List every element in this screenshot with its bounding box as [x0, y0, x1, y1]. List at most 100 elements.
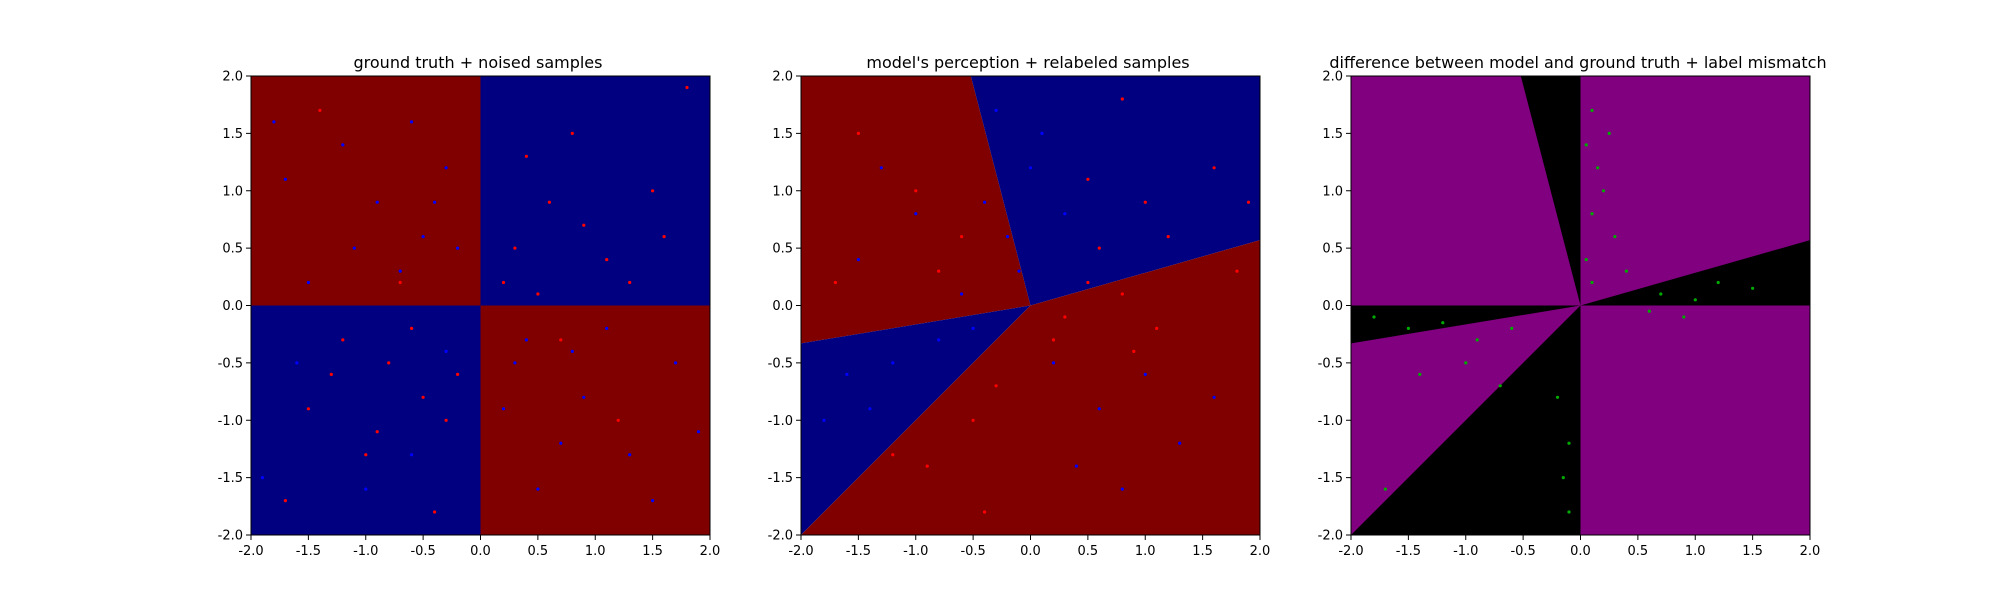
- point-s2-7: [971, 418, 975, 422]
- region-3: [251, 305, 481, 535]
- point-s1-1: [983, 200, 987, 204]
- x-tick-label: -0.5: [1510, 544, 1535, 559]
- point-s2-20: [937, 269, 941, 273]
- point-s1-16: [1751, 286, 1755, 290]
- subplot-1-title: ground truth + noised samples: [354, 53, 603, 72]
- point-s1-26: [410, 453, 414, 457]
- y-tick-label: 0.0: [222, 299, 243, 314]
- point-s1-4: [1040, 131, 1044, 135]
- x-tick-label: 0.0: [470, 544, 491, 559]
- point-s1-6: [1613, 235, 1617, 239]
- point-s1-7: [1590, 280, 1594, 285]
- point-s1-12: [433, 200, 437, 204]
- point-s1-3: [1596, 166, 1600, 170]
- point-s1-8: [845, 372, 849, 376]
- point-s2-17: [1212, 166, 1216, 170]
- x-tick-label: 1.5: [1192, 544, 1213, 559]
- region-2: [480, 76, 710, 306]
- point-s2-19: [628, 280, 632, 285]
- y-tick-label: -0.5: [1318, 356, 1343, 371]
- point-s1-22: [513, 361, 517, 365]
- point-s1-8: [1607, 131, 1611, 135]
- x-tick-label: 1.0: [1685, 544, 1706, 559]
- point-s2-24: [662, 235, 666, 239]
- point-s1-20: [1475, 338, 1479, 342]
- x-tick-label: -0.5: [410, 544, 435, 559]
- x-tick-label: -1.0: [1453, 544, 1478, 559]
- y-tick-label: -0.5: [218, 356, 243, 371]
- point-s1-7: [398, 269, 402, 273]
- point-s2-3: [341, 338, 345, 342]
- point-s2-8: [433, 510, 437, 514]
- point-s1-18: [501, 407, 506, 411]
- point-s1-24: [570, 349, 574, 353]
- point-s1-28: [444, 349, 448, 353]
- y-tick-label: 2.0: [222, 70, 243, 85]
- x-tick-label: 0.5: [1078, 544, 1099, 559]
- point-s1-29: [1567, 510, 1571, 514]
- point-s2-19: [914, 189, 918, 193]
- point-s2-4: [444, 418, 448, 422]
- y-tick-label: -2.0: [1318, 529, 1343, 544]
- point-s1-22: [1464, 361, 1468, 365]
- x-tick-label: 1.0: [1135, 544, 1156, 559]
- point-s2-9: [983, 510, 987, 514]
- point-s2-18: [524, 154, 529, 158]
- y-tick-label: 1.0: [222, 184, 243, 199]
- y-tick-label: 0.0: [1322, 299, 1343, 314]
- x-tick-label: 1.5: [642, 544, 663, 559]
- x-tick-label: 2.0: [700, 544, 721, 559]
- x-tick-label: 2.0: [1800, 544, 1821, 559]
- subplot-2-points: [822, 97, 1251, 514]
- subplot-1-x-ticks: -2.0 -1.5 -1.0 -0.5 0.0 0.5 1.0 1.5 2.0: [238, 535, 720, 559]
- subplot-3-x-ticks: -2.0 -1.5 -1.0 -0.5 0.0 0.5 1.0 1.5 2.0: [1338, 535, 1820, 559]
- x-tick-label: -2.0: [238, 544, 263, 559]
- y-tick-label: -1.5: [768, 471, 793, 486]
- point-s1-23: [960, 292, 964, 296]
- x-tick-label: 0.5: [528, 544, 549, 559]
- y-tick-label: 1.5: [222, 127, 243, 142]
- point-s2-16: [570, 131, 574, 135]
- y-tick-label: -2.0: [218, 529, 243, 544]
- y-tick-label: -1.5: [218, 471, 243, 486]
- point-s1-17: [1074, 464, 1078, 468]
- point-s2-11: [1051, 338, 1056, 342]
- point-s2-22: [582, 223, 586, 227]
- point-s1-24: [1498, 384, 1502, 388]
- point-s1-14: [1051, 361, 1056, 365]
- region-4: [801, 240, 1260, 535]
- point-s1-21: [1510, 326, 1514, 330]
- x-tick-label: 1.5: [1742, 544, 1763, 559]
- y-tick-label: 0.5: [222, 242, 243, 257]
- point-s1-2: [1028, 166, 1033, 170]
- point-s2-7: [306, 407, 310, 411]
- point-s1-22: [914, 212, 918, 216]
- subplot-2: model's perception + relabeled samples -…: [768, 53, 1271, 559]
- subplot-1-regions: [251, 76, 710, 535]
- x-tick-label: -2.0: [1338, 544, 1363, 559]
- point-s1-3: [1005, 235, 1010, 239]
- point-s1-11: [283, 177, 287, 181]
- point-s1-12: [1693, 298, 1697, 302]
- point-s1-1: [1584, 258, 1588, 262]
- point-s2-16: [1120, 97, 1124, 101]
- region-1: [801, 76, 1031, 344]
- point-s2-20: [501, 280, 506, 285]
- point-s2-4: [1063, 315, 1067, 319]
- y-tick-label: -0.5: [768, 356, 793, 371]
- subplot-3: difference between model and ground trut…: [1318, 53, 1827, 559]
- point-s1-16: [1143, 372, 1147, 376]
- point-s1-17: [674, 361, 678, 365]
- y-tick-label: -1.0: [218, 414, 243, 429]
- x-tick-label: -0.5: [960, 544, 985, 559]
- point-s1-4: [421, 235, 425, 239]
- point-s1-18: [1406, 326, 1410, 330]
- point-s1-28: [1383, 487, 1387, 491]
- point-s1-26: [1567, 441, 1571, 445]
- subplot-1-points: [260, 85, 701, 514]
- subplot-3-title: difference between model and ground trut…: [1329, 53, 1826, 72]
- point-s2-15: [605, 258, 609, 262]
- point-s1-18: [1178, 441, 1182, 445]
- point-s1-29: [364, 487, 368, 491]
